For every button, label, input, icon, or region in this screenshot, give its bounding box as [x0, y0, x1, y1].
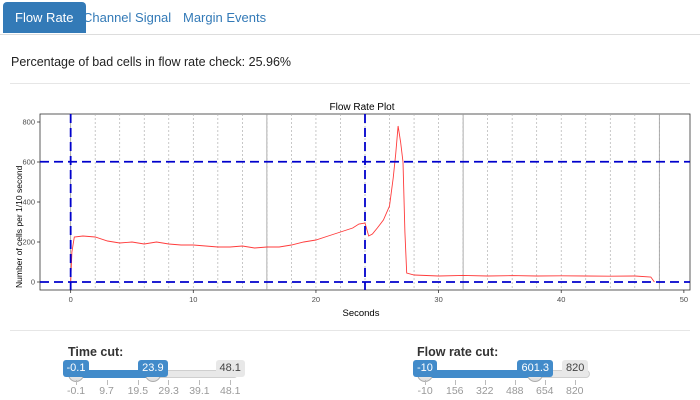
x-tick-label: 10	[189, 295, 197, 304]
x-tick-label: 40	[557, 295, 565, 304]
time-cut-low-value: -0.1	[62, 360, 90, 377]
axes: 0 10 20 30 40 50 0 200 400 600 800	[22, 118, 688, 305]
y-tick-label: 0	[31, 278, 35, 287]
divider	[10, 83, 690, 84]
slider-tick-label: 29.3	[158, 385, 179, 397]
flow-rate-cut-max-value: 820	[562, 360, 589, 377]
tab-channel-signal[interactable]: Channel Signal	[83, 10, 172, 25]
slider-tick-label: -10	[417, 385, 433, 397]
tab-bar: Flow Rate Channel Signal Margin Events	[0, 0, 700, 35]
y-tick-label: 600	[22, 158, 35, 167]
slider-tick-label: 322	[476, 385, 494, 397]
chart-title: Flow Rate Plot	[329, 102, 394, 113]
slider-tick-mark	[455, 380, 456, 385]
flow-rate-cut-low-value: -10	[413, 360, 437, 377]
tab-margin-events[interactable]: Margin Events	[183, 10, 267, 25]
time-cut-selected-range	[76, 370, 153, 378]
flow-rate-line	[70, 125, 655, 283]
divider	[10, 330, 690, 331]
slider-tick-label: 488	[506, 385, 524, 397]
slider-tick-mark	[76, 380, 77, 385]
x-tick-label: 50	[680, 295, 688, 304]
y-axis-label: Number of cells per 1/10 second	[14, 165, 24, 288]
slider-tick-label: 48.1	[220, 385, 241, 397]
slider-tick-label: 9.7	[99, 385, 114, 397]
slider-tick-label: 39.1	[189, 385, 210, 397]
x-axis-label: Seconds	[343, 308, 380, 319]
y-tick-label: 800	[22, 118, 35, 127]
tab-flow-rate[interactable]: Flow Rate	[3, 2, 86, 33]
time-cut-label: Time cut:	[68, 345, 124, 359]
flow-rate-cut-label: Flow rate cut:	[417, 345, 499, 359]
slider-tick-label: 156	[446, 385, 464, 397]
bad-cells-percentage-text: Percentage of bad cells in flow rate che…	[11, 55, 292, 69]
y-tick-label: 200	[22, 238, 35, 247]
slider-tick-mark	[168, 380, 170, 385]
flow-rate-cut-high-value: 601.3	[517, 360, 553, 377]
slider-tick-mark	[545, 380, 546, 385]
series-layer	[70, 125, 655, 283]
slider-tick-mark	[425, 380, 426, 385]
slider-tick-label: -0.1	[67, 385, 86, 397]
x-tick-label: 30	[434, 295, 442, 304]
slider-tick-mark	[230, 380, 231, 385]
flow-rate-cut-selected-range	[425, 370, 536, 378]
slider-tick-mark	[515, 380, 516, 385]
slider-tick-label: 820	[566, 385, 584, 397]
time-cut-max-value: 48.1	[215, 360, 245, 377]
x-tick-label: 20	[312, 295, 320, 304]
y-tick-label: 400	[22, 198, 35, 207]
time-cut-high-value: 23.9	[138, 360, 168, 377]
slider-tick-mark	[575, 380, 576, 385]
slider-tick-mark	[106, 380, 108, 385]
cut-lines	[40, 114, 690, 290]
slider-tick-mark	[485, 380, 486, 385]
slider-tick-mark	[199, 380, 201, 385]
x-tick-label: 0	[69, 295, 73, 304]
slider-tick-label: 654	[536, 385, 554, 397]
slider-tick-label: 19.5	[127, 385, 149, 397]
slider-tick-mark	[137, 380, 139, 385]
